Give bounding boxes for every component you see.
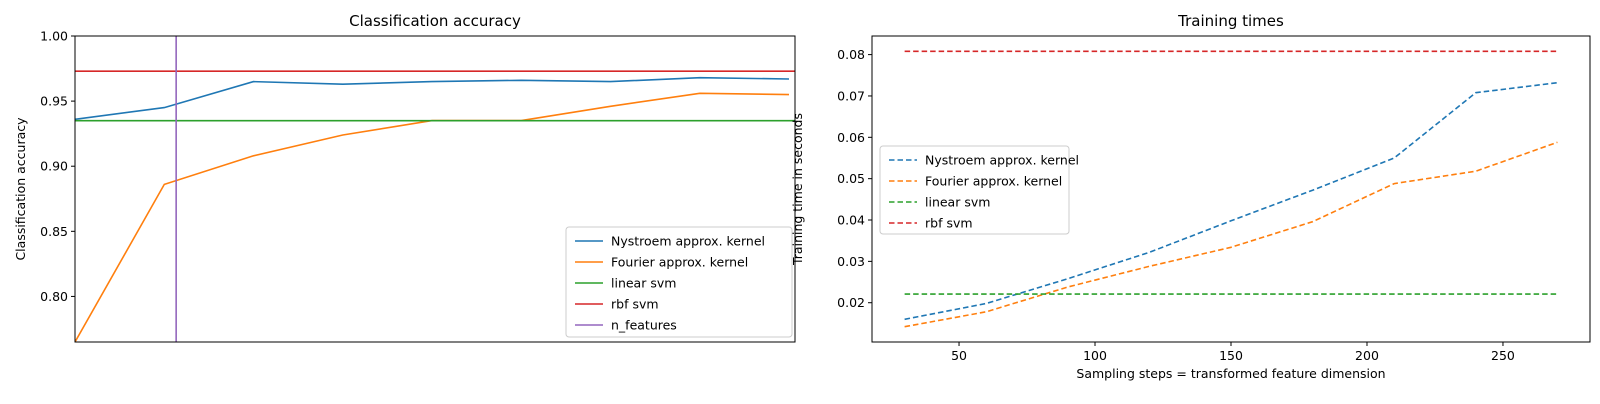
x-tick-label: 150 <box>1219 348 1243 363</box>
x-tick-label: 50 <box>951 348 967 363</box>
y-tick-label: 0.08 <box>837 47 865 62</box>
chart-2: Training times Training time in seconds Sa… <box>790 12 1591 381</box>
legend-box <box>565 226 793 338</box>
plot-area <box>904 50 1558 328</box>
legend-box <box>879 145 1070 235</box>
x-tick-label: 200 <box>1355 348 1379 363</box>
x-tick-label: 100 <box>1083 348 1107 363</box>
legend-label: Fourier approx. kernel <box>925 174 1062 189</box>
legend: Nystroem approx. kernel Fourier approx. k… <box>565 226 793 338</box>
legend-label: Nystroem approx. kernel <box>925 153 1079 168</box>
y-tick-label: 0.95 <box>40 94 68 109</box>
y-tick-label: 0.04 <box>837 213 865 228</box>
legend-label: n_features <box>611 318 677 333</box>
legend-label: rbf svm <box>925 216 973 231</box>
legend: Nystroem approx. kernel Fourier approx. k… <box>879 145 1079 235</box>
legend-label: linear svm <box>611 276 676 291</box>
legend-label: rbf svm <box>611 297 659 312</box>
axes-frame <box>74 35 796 343</box>
series-line-fourier-approx-kernel <box>904 141 1558 328</box>
y-axis-label: Classification accuracy <box>13 117 28 261</box>
y-tick-label: 1.00 <box>40 29 68 44</box>
y-tick-label: 0.85 <box>40 224 68 239</box>
legend-label: Fourier approx. kernel <box>611 255 748 270</box>
y-tick-label: 0.90 <box>40 159 68 174</box>
legend-label: Nystroem approx. kernel <box>611 234 765 249</box>
x-axis-label: Sampling steps = transformed feature dim… <box>1076 366 1385 381</box>
y-tick-label: 0.03 <box>837 254 865 269</box>
chart-title: Training times <box>1177 12 1284 30</box>
legend-label: linear svm <box>925 195 990 210</box>
x-tick-label: 250 <box>1491 348 1515 363</box>
chart-1: Classification accuracy Classification ac… <box>13 12 796 343</box>
y-axis-label: Training time in seconds <box>790 113 805 266</box>
series-line-nystroem-approx-kernel <box>904 81 1558 321</box>
y-tick-label: 0.06 <box>837 130 865 145</box>
axes-frame <box>871 35 1591 343</box>
y-tick-label: 0.02 <box>837 295 865 310</box>
chart-title: Classification accuracy <box>349 12 521 30</box>
series-line-nystroem-approx-kernel <box>75 76 790 121</box>
plot-area <box>75 36 795 342</box>
y-tick-label: 0.05 <box>837 171 865 186</box>
y-tick-label: 0.07 <box>837 88 865 103</box>
y-tick-label: 0.80 <box>40 289 68 304</box>
